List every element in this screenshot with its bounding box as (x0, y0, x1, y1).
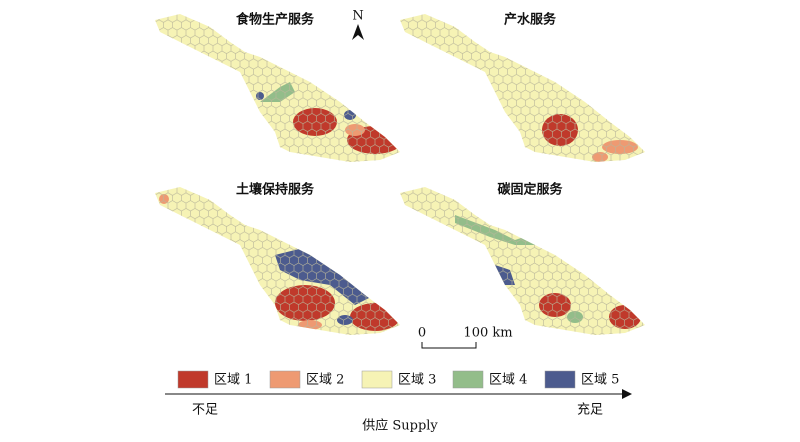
scale-end: 100 km (463, 326, 512, 341)
legend-label: 区域 4 (489, 373, 527, 388)
legend-label: 区域 3 (398, 373, 436, 388)
axis-low: 不足 (192, 403, 218, 418)
map-panel (400, 14, 645, 162)
legend-swatch (361, 370, 393, 389)
legend-label: 区域 2 (306, 373, 344, 388)
legend-label: 区域 5 (581, 373, 619, 388)
axis-arrow (622, 389, 632, 399)
legend-swatch (177, 370, 209, 389)
map-panel (400, 187, 645, 335)
panel-title: 碳固定服务 (497, 182, 563, 198)
scale-bar (421, 342, 477, 349)
axis-high: 充足 (577, 402, 603, 418)
legend-swatch (269, 370, 301, 389)
north-label: N (352, 9, 363, 24)
panel-title: 土壤保持服务 (236, 182, 315, 198)
legend-swatch (544, 370, 576, 389)
legend-label: 区域 1 (214, 373, 252, 388)
map-panel (155, 14, 400, 162)
legend-swatch (452, 370, 484, 389)
axis-label: 供应 Supply (362, 418, 438, 434)
panel-title: 产水服务 (504, 12, 557, 28)
panel-title: 食物生产服务 (236, 12, 315, 28)
map-panel (155, 187, 400, 335)
scale-start: 0 (418, 326, 426, 341)
north-arrow (352, 24, 364, 40)
legend: 区域 1 区域 2 区域 3 区域 4 区域 5 (177, 370, 619, 389)
